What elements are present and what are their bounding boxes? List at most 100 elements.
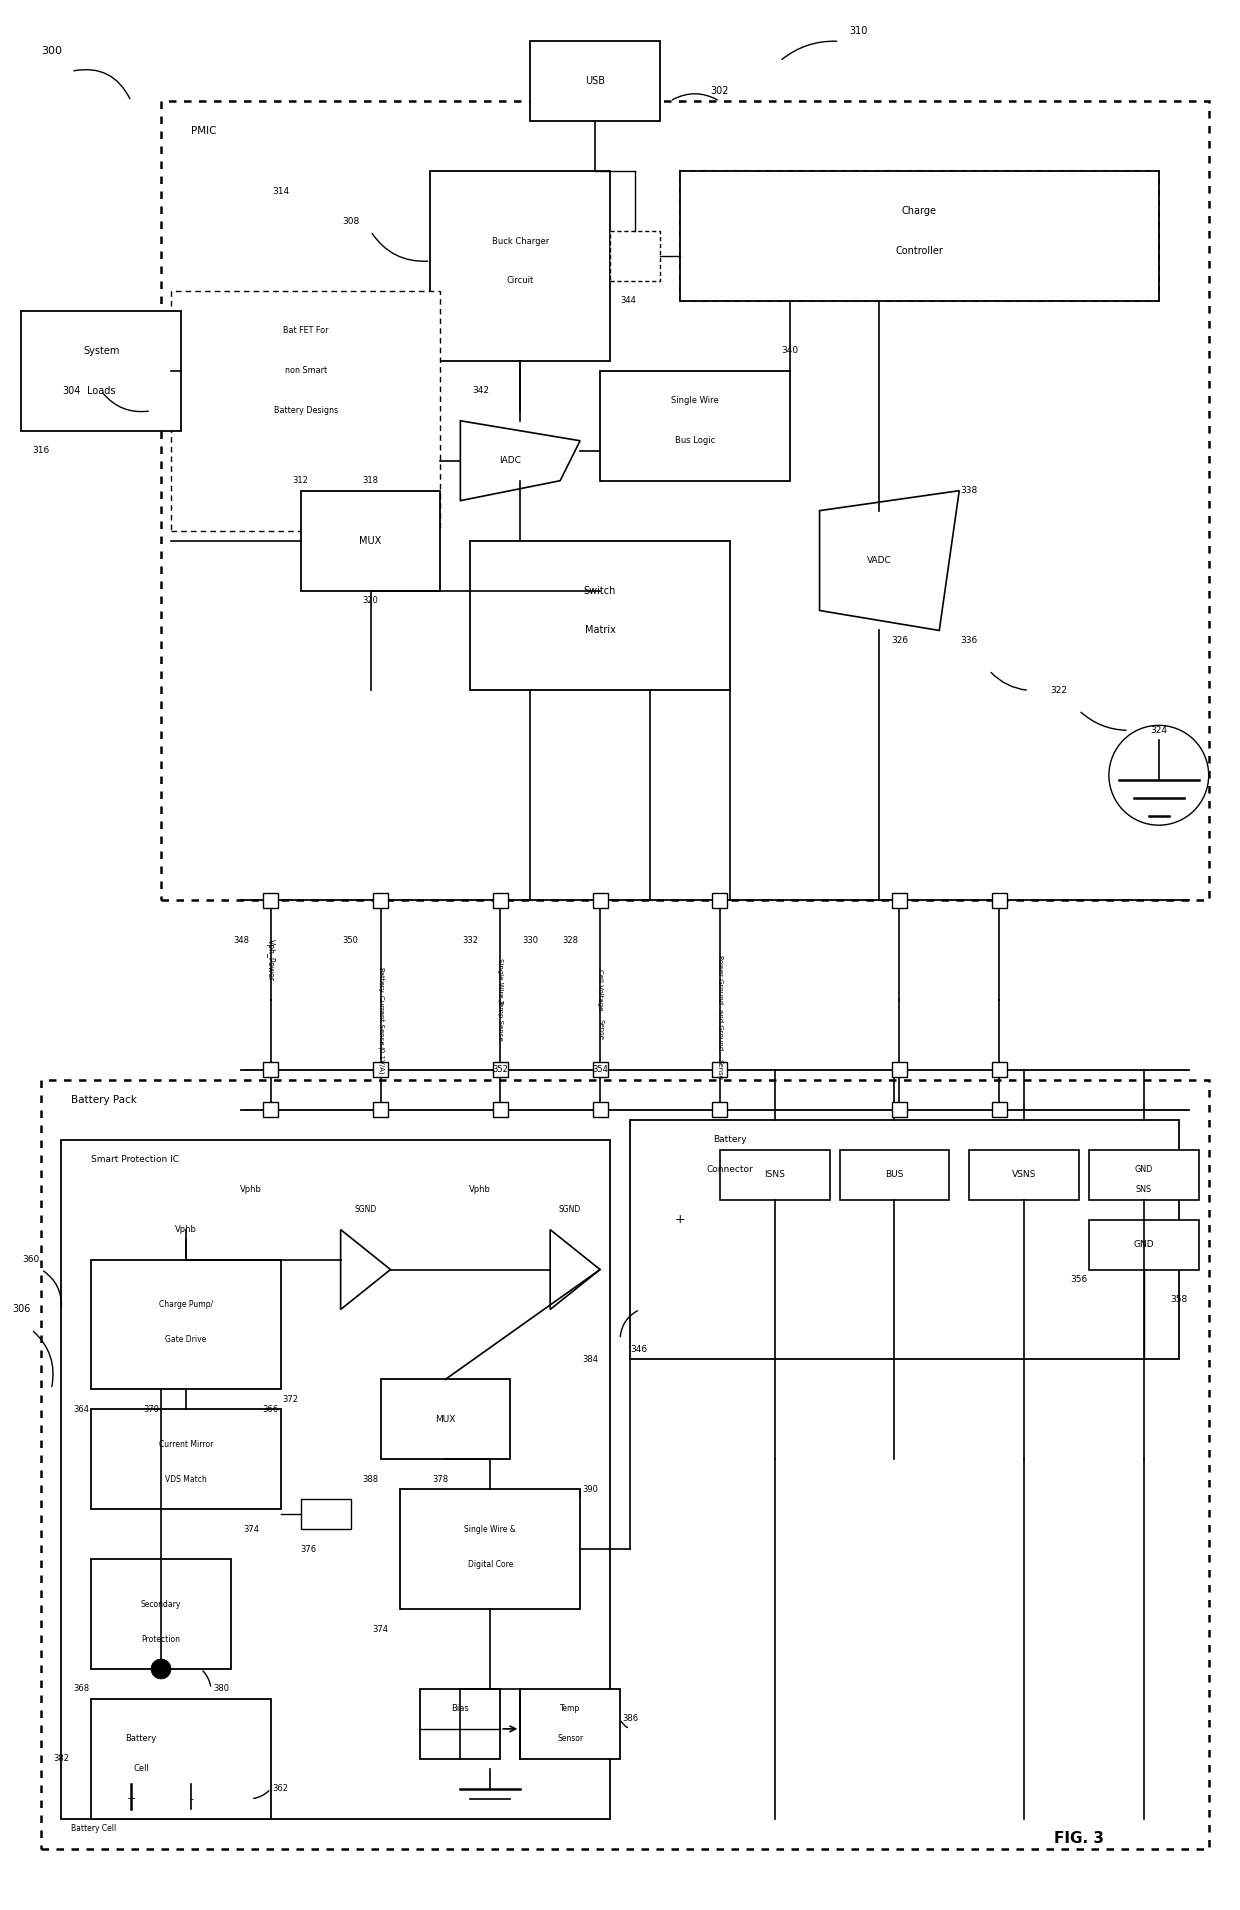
Text: GND: GND bbox=[1133, 1240, 1154, 1249]
FancyBboxPatch shape bbox=[92, 1559, 231, 1669]
FancyBboxPatch shape bbox=[593, 1062, 608, 1077]
Text: Single Wire: Single Wire bbox=[671, 395, 719, 405]
Text: Bat FET For: Bat FET For bbox=[283, 327, 329, 336]
Text: 300: 300 bbox=[41, 46, 62, 55]
FancyBboxPatch shape bbox=[992, 1102, 1007, 1117]
Text: 352: 352 bbox=[492, 1066, 508, 1073]
FancyBboxPatch shape bbox=[521, 1688, 620, 1759]
Text: GND: GND bbox=[1135, 1165, 1153, 1175]
FancyBboxPatch shape bbox=[373, 892, 388, 907]
Text: Battery Pack: Battery Pack bbox=[71, 1094, 138, 1104]
Text: Charge: Charge bbox=[901, 206, 937, 216]
Text: PMIC: PMIC bbox=[191, 126, 217, 136]
Text: 316: 316 bbox=[32, 447, 50, 455]
Polygon shape bbox=[341, 1230, 391, 1310]
Text: Circuit: Circuit bbox=[507, 277, 534, 285]
Text: Bus Logic: Bus Logic bbox=[675, 435, 715, 445]
Text: Current Mirror: Current Mirror bbox=[159, 1440, 213, 1450]
FancyBboxPatch shape bbox=[161, 101, 1209, 900]
FancyBboxPatch shape bbox=[492, 1062, 507, 1077]
FancyBboxPatch shape bbox=[892, 1062, 906, 1077]
Text: Gate Drive: Gate Drive bbox=[165, 1335, 207, 1345]
Text: FIG. 3: FIG. 3 bbox=[1054, 1832, 1104, 1847]
FancyBboxPatch shape bbox=[381, 1379, 510, 1459]
Text: 370: 370 bbox=[143, 1406, 159, 1413]
Text: (0.1V/A): (0.1V/A) bbox=[377, 1045, 384, 1073]
FancyBboxPatch shape bbox=[892, 1102, 906, 1117]
FancyBboxPatch shape bbox=[401, 1490, 580, 1608]
FancyBboxPatch shape bbox=[712, 892, 727, 907]
FancyBboxPatch shape bbox=[492, 1102, 507, 1117]
Text: 360: 360 bbox=[22, 1255, 40, 1264]
Text: 384: 384 bbox=[582, 1354, 598, 1364]
Text: 346: 346 bbox=[630, 1345, 647, 1354]
Text: Battery: Battery bbox=[713, 1135, 746, 1144]
Text: Battery: Battery bbox=[377, 966, 383, 993]
Text: 354: 354 bbox=[593, 1066, 608, 1073]
FancyBboxPatch shape bbox=[839, 1150, 950, 1199]
Text: 362: 362 bbox=[273, 1784, 289, 1793]
FancyBboxPatch shape bbox=[61, 1140, 610, 1818]
Text: 378: 378 bbox=[433, 1475, 449, 1484]
FancyBboxPatch shape bbox=[41, 1079, 1209, 1849]
Text: Charge Pump/: Charge Pump/ bbox=[159, 1301, 213, 1308]
FancyBboxPatch shape bbox=[263, 892, 278, 907]
Text: 374: 374 bbox=[243, 1524, 259, 1534]
Text: 358: 358 bbox=[1171, 1295, 1188, 1305]
Text: non Smart: non Smart bbox=[285, 367, 327, 376]
Text: 376: 376 bbox=[301, 1545, 317, 1553]
Polygon shape bbox=[820, 491, 960, 630]
Text: SGND: SGND bbox=[355, 1205, 377, 1215]
Text: 326: 326 bbox=[890, 636, 908, 646]
Text: Switch: Switch bbox=[584, 586, 616, 596]
Text: BUS: BUS bbox=[885, 1171, 904, 1178]
Text: 340: 340 bbox=[781, 346, 799, 355]
Text: 308: 308 bbox=[342, 216, 360, 225]
Text: Matrix: Matrix bbox=[584, 625, 615, 636]
Text: VSNS: VSNS bbox=[1012, 1171, 1037, 1178]
Text: Sensor: Sensor bbox=[557, 1734, 583, 1744]
Text: Vphb: Vphb bbox=[470, 1186, 491, 1194]
Text: MUX: MUX bbox=[435, 1415, 455, 1423]
Text: Sense: Sense bbox=[717, 1060, 723, 1081]
Text: 348: 348 bbox=[233, 936, 249, 945]
Text: Cell Voltage: Cell Voltage bbox=[596, 968, 603, 1010]
Text: 386: 386 bbox=[622, 1715, 639, 1723]
Text: Battery: Battery bbox=[125, 1734, 156, 1744]
FancyBboxPatch shape bbox=[301, 1499, 351, 1530]
Text: 356: 356 bbox=[1070, 1276, 1087, 1284]
Text: 314: 314 bbox=[273, 187, 289, 195]
Text: Smart Protection IC: Smart Protection IC bbox=[92, 1156, 180, 1165]
FancyBboxPatch shape bbox=[992, 1062, 1007, 1077]
Text: VDS Match: VDS Match bbox=[165, 1475, 207, 1484]
Text: Battery Cell: Battery Cell bbox=[71, 1824, 117, 1834]
Text: and Ground: and Ground bbox=[717, 1008, 723, 1050]
Text: 330: 330 bbox=[522, 936, 538, 945]
Text: SNS: SNS bbox=[1136, 1186, 1152, 1194]
FancyBboxPatch shape bbox=[719, 1150, 830, 1199]
FancyBboxPatch shape bbox=[92, 1410, 280, 1509]
Text: Protection: Protection bbox=[141, 1635, 181, 1643]
Text: Sense: Sense bbox=[596, 1020, 603, 1041]
Text: 322: 322 bbox=[1050, 686, 1068, 695]
FancyBboxPatch shape bbox=[712, 1062, 727, 1077]
FancyBboxPatch shape bbox=[712, 1102, 727, 1117]
Text: -: - bbox=[188, 1793, 193, 1803]
Text: Current Sense: Current Sense bbox=[377, 995, 383, 1045]
FancyBboxPatch shape bbox=[373, 1102, 388, 1117]
Text: USB: USB bbox=[585, 76, 605, 86]
Text: 368: 368 bbox=[73, 1685, 89, 1694]
Text: 306: 306 bbox=[12, 1305, 31, 1314]
Polygon shape bbox=[460, 420, 580, 500]
Text: 374: 374 bbox=[372, 1625, 388, 1633]
FancyBboxPatch shape bbox=[593, 1102, 608, 1117]
Text: 320: 320 bbox=[362, 596, 378, 605]
Text: Battery Designs: Battery Designs bbox=[274, 407, 337, 414]
FancyBboxPatch shape bbox=[92, 1698, 270, 1818]
Text: System: System bbox=[83, 346, 119, 355]
Text: 364: 364 bbox=[73, 1406, 89, 1413]
Text: 388: 388 bbox=[362, 1475, 378, 1484]
FancyBboxPatch shape bbox=[92, 1259, 280, 1389]
Text: 390: 390 bbox=[582, 1484, 598, 1494]
Text: Temp Sense: Temp Sense bbox=[497, 999, 503, 1041]
